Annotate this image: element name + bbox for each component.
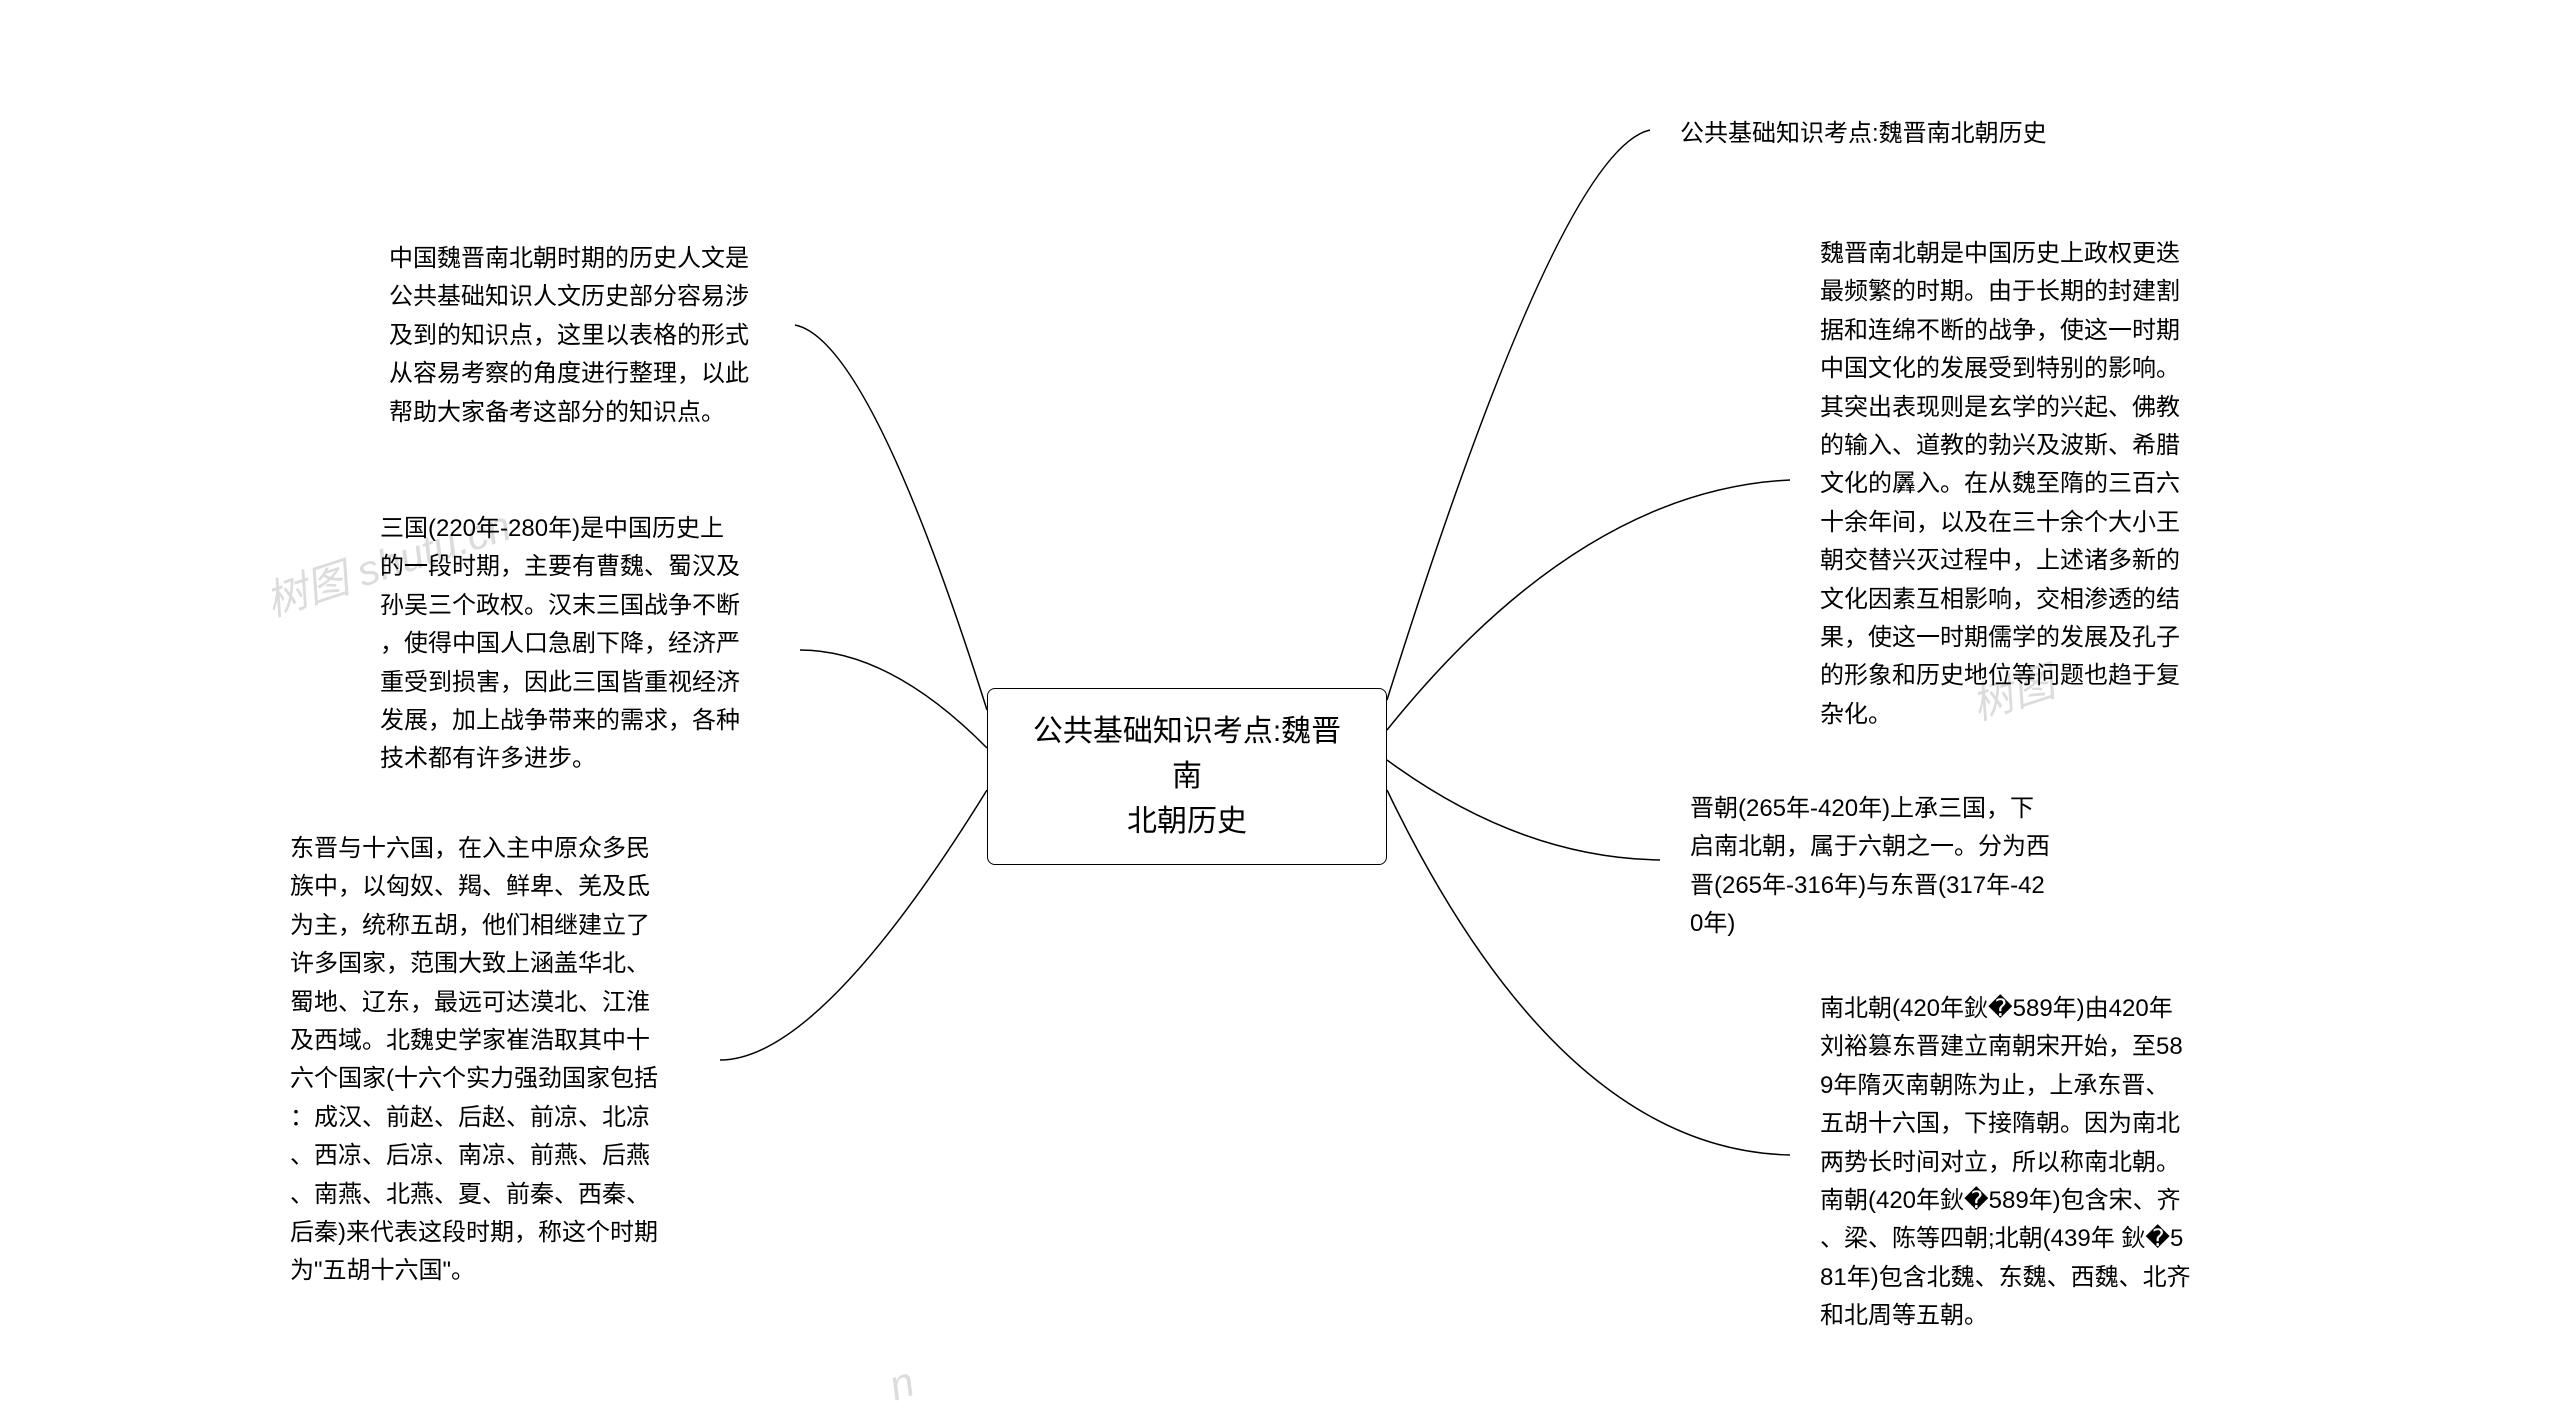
connector-right-2 — [1387, 480, 1790, 730]
connector-left-2 — [800, 650, 987, 748]
branch-left-3: 东晋与十六国，在入主中原众多民族中，以匈奴、羯、鲜卑、羌及氐为主，统称五胡，他们… — [290, 830, 710, 1291]
branch-right-1-text: 公共基础知识考点:魏晋南北朝历史 — [1680, 120, 2047, 147]
branch-left-1: 中国魏晋南北朝时期的历史人文是公共基础知识人文历史部分容易涉及到的知识点，这里以… — [389, 240, 789, 432]
branch-right-4-text: 南北朝(420年鈥�589年)由420年刘裕篡东晋建立南朝宋开始，至589年隋灭… — [1820, 995, 2191, 1329]
branch-right-3-text: 晋朝(265年-420年)上承三国，下启南北朝，属于六朝之一。分为西晋(265年… — [1690, 795, 2050, 937]
watermark-3: n — [883, 1358, 920, 1410]
branch-right-2: 魏晋南北朝是中国历史上政权更迭最频繁的时期。由于长期的封建割据和连绵不断的战争，… — [1820, 235, 2230, 734]
branch-left-2-text: 三国(220年-280年)是中国历史上的一段时期，主要有曹魏、蜀汉及孙吴三个政权… — [380, 515, 740, 772]
branch-right-2-text: 魏晋南北朝是中国历史上政权更迭最频繁的时期。由于长期的封建割据和连绵不断的战争，… — [1820, 240, 2180, 728]
branch-left-3-text: 东晋与十六国，在入主中原众多民族中，以匈奴、羯、鲜卑、羌及氐为主，统称五胡，他们… — [290, 835, 658, 1284]
branch-left-1-text: 中国魏晋南北朝时期的历史人文是公共基础知识人文历史部分容易涉及到的知识点，这里以… — [389, 245, 749, 426]
center-title: 公共基础知识考点:魏晋南北朝历史 — [1033, 715, 1341, 838]
connector-right-1 — [1387, 130, 1650, 700]
mindmap-canvas: 树图 shutu.cn 树图 n 公共基础知识考点:魏晋南北朝历史 中国魏晋南北… — [0, 0, 2560, 1371]
connector-right-3 — [1387, 760, 1660, 860]
center-topic: 公共基础知识考点:魏晋南北朝历史 — [987, 688, 1387, 865]
branch-left-2: 三国(220年-280年)是中国历史上的一段时期，主要有曹魏、蜀汉及孙吴三个政权… — [380, 510, 790, 779]
connector-left-1 — [795, 325, 987, 710]
branch-right-3: 晋朝(265年-420年)上承三国，下启南北朝，属于六朝之一。分为西晋(265年… — [1690, 790, 2100, 944]
branch-right-1: 公共基础知识考点:魏晋南北朝历史 — [1680, 115, 2180, 153]
connector-left-3 — [720, 790, 987, 1060]
branch-right-4: 南北朝(420年鈥�589年)由420年刘裕篡东晋建立南朝宋开始，至589年隋灭… — [1820, 990, 2230, 1336]
